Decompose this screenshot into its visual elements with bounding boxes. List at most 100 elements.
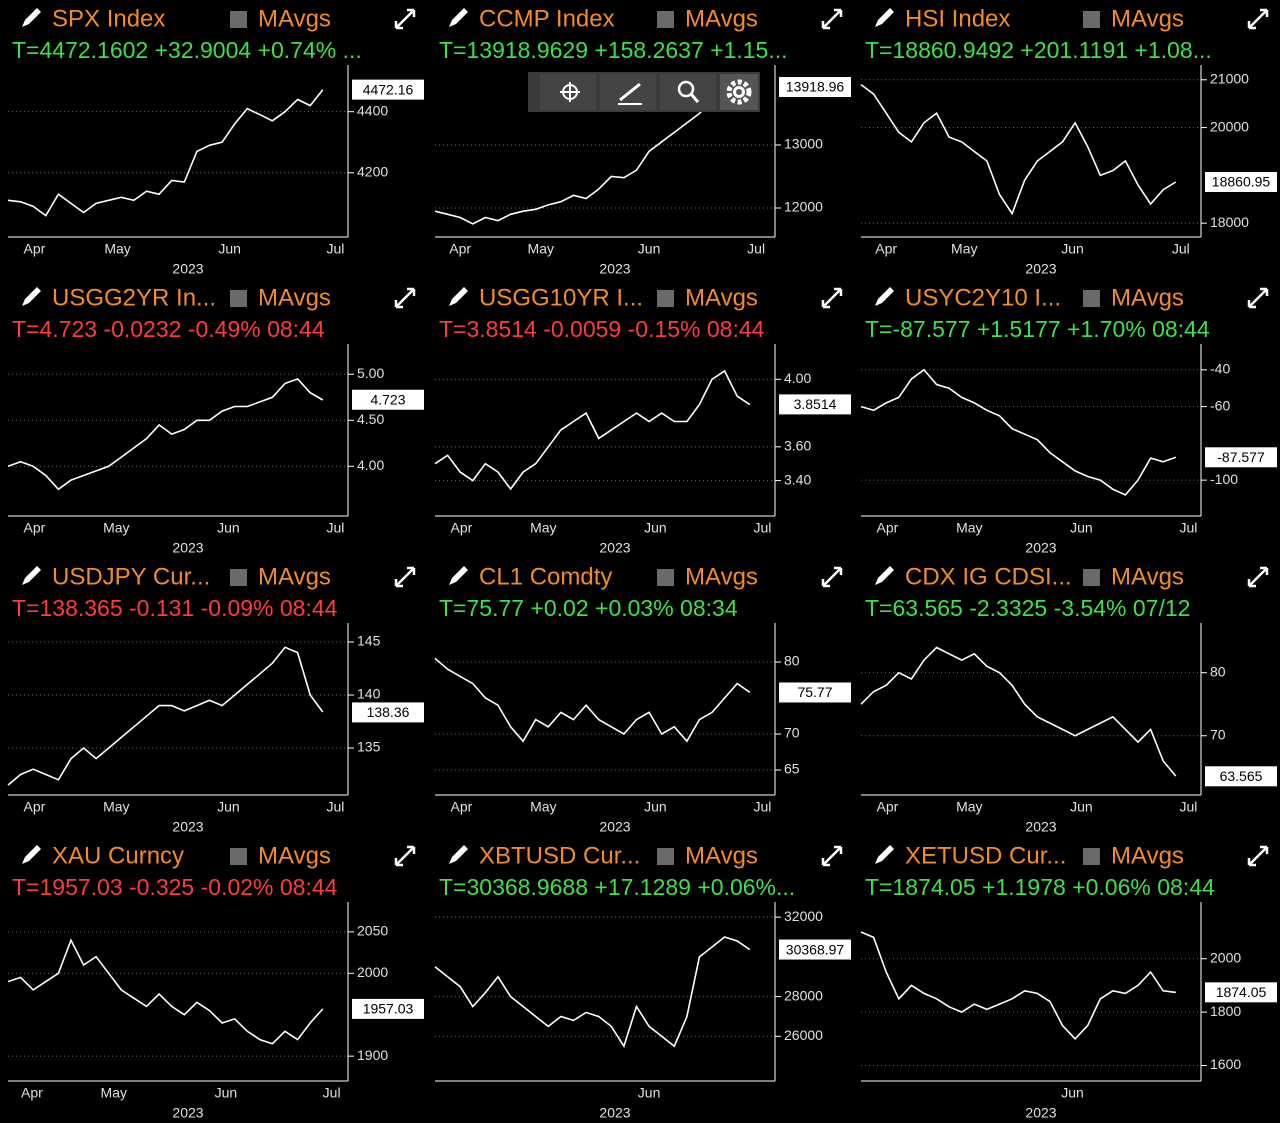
- last-price-label: -87.577: [1217, 449, 1265, 465]
- edit-icon[interactable]: [449, 566, 468, 585]
- price-line: [7, 377, 324, 491]
- y-tick-label: 80: [784, 653, 800, 669]
- x-tick-label: Apr: [451, 799, 473, 815]
- edit-icon[interactable]: [449, 8, 468, 27]
- x-tick-label: May: [956, 799, 982, 815]
- mavgs-label: MAvgs: [258, 5, 331, 32]
- edit-icon[interactable]: [22, 287, 41, 306]
- quote-line: T=1874.05 +1.1978 +0.06% 08:44: [865, 874, 1215, 900]
- mavgs-label: MAvgs: [685, 563, 758, 590]
- chart-panel: USYC2Y10 I... MAvgs T=-87.577 +1.5177 +1.7…: [860, 284, 1277, 556]
- y-tick-label: 4400: [357, 102, 388, 118]
- edit-icon[interactable]: [22, 566, 41, 585]
- mavgs-checkbox[interactable]: [657, 11, 674, 28]
- y-tick-label: 13000: [784, 136, 823, 152]
- expand-icon[interactable]: [1247, 287, 1269, 309]
- x-tick-label: Apr: [877, 799, 899, 815]
- expand-icon[interactable]: [1247, 845, 1269, 867]
- mavgs-checkbox[interactable]: [1083, 848, 1100, 865]
- mavgs-checkbox[interactable]: [1083, 569, 1100, 586]
- expand-icon[interactable]: [821, 287, 843, 309]
- chart-panel: CL1 Comdty MAvgs T=75.77 +0.02 +0.03% 08:3…: [434, 563, 851, 835]
- y-tick-label: 4.00: [784, 370, 811, 386]
- edit-icon[interactable]: [449, 845, 468, 864]
- x-axis-label: 2023: [172, 819, 203, 835]
- x-tick-label: Jul: [1179, 520, 1197, 536]
- quote-line: T=75.77 +0.02 +0.03% 08:34: [439, 595, 738, 621]
- x-tick-label: Jun: [217, 520, 240, 536]
- y-tick-label: -60: [1210, 397, 1230, 413]
- expand-icon[interactable]: [821, 566, 843, 588]
- last-price-box: [1205, 171, 1277, 192]
- y-tick-label: 70: [1210, 726, 1226, 742]
- edit-icon[interactable]: [875, 8, 894, 27]
- y-tick-label: 2000: [1210, 949, 1241, 965]
- expand-icon[interactable]: [1247, 8, 1269, 30]
- settings-button[interactable]: [720, 74, 758, 110]
- chart-panel: USGG10YR I... MAvgs T=3.8514 -0.0059 -0.15…: [434, 284, 851, 556]
- draw-button[interactable]: [600, 74, 656, 110]
- x-tick-label: Apr: [24, 520, 46, 536]
- expand-icon[interactable]: [394, 287, 416, 309]
- y-tick-label: 5.00: [357, 365, 384, 381]
- mavgs-label: MAvgs: [1111, 284, 1184, 311]
- ticker-title: CCMP Index: [479, 5, 615, 32]
- x-tick-label: Jun: [638, 241, 661, 257]
- x-tick-label: May: [103, 520, 129, 536]
- y-tick-label: 2050: [357, 923, 388, 939]
- mavgs-label: MAvgs: [1111, 563, 1184, 590]
- mavgs-checkbox[interactable]: [230, 290, 247, 307]
- last-price-label: 13918.96: [786, 79, 845, 95]
- mavgs-checkbox[interactable]: [657, 848, 674, 865]
- ticker-title: USYC2Y10 I...: [905, 284, 1061, 311]
- mavgs-checkbox[interactable]: [230, 569, 247, 586]
- expand-icon[interactable]: [821, 8, 843, 30]
- last-price-box: [1205, 766, 1277, 787]
- edit-icon[interactable]: [22, 845, 41, 864]
- expand-icon[interactable]: [394, 566, 416, 588]
- chart-panel: XETUSD Cur... MAvgs T=1874.05 +1.1978 +0.0…: [860, 842, 1277, 1121]
- x-axis-label: 2023: [1025, 1105, 1056, 1121]
- edit-icon[interactable]: [875, 566, 894, 585]
- mavgs-checkbox[interactable]: [657, 569, 674, 586]
- x-tick-label: Jul: [1179, 799, 1197, 815]
- mavgs-checkbox[interactable]: [1083, 290, 1100, 307]
- x-axis-label: 2023: [599, 1105, 630, 1121]
- chart-panel: USGG2YR In... MAvgs T=4.723 -0.0232 -0.49%…: [7, 284, 424, 556]
- expand-icon[interactable]: [821, 845, 843, 867]
- x-tick-label: May: [530, 520, 556, 536]
- x-tick-label: Jun: [1070, 799, 1093, 815]
- last-price-label: 138.36: [367, 704, 410, 720]
- y-tick-label: 1900: [357, 1047, 388, 1063]
- x-tick-label: Jun: [1061, 241, 1084, 257]
- x-tick-label: Jun: [217, 799, 240, 815]
- x-tick-label: May: [101, 1085, 127, 1101]
- edit-icon[interactable]: [875, 845, 894, 864]
- chart-panel: CCMP Index MAvgs T=13918.9629 +158.2637 +1…: [434, 5, 851, 277]
- y-tick-label: 140: [357, 686, 381, 702]
- expand-icon[interactable]: [394, 845, 416, 867]
- x-tick-label: Jun: [1061, 1085, 1084, 1101]
- price-line: [860, 83, 1177, 216]
- price-line: [860, 646, 1177, 777]
- crosshair-button[interactable]: [540, 74, 596, 110]
- edit-icon[interactable]: [449, 287, 468, 306]
- edit-icon[interactable]: [22, 8, 41, 27]
- zoom-button[interactable]: [660, 74, 716, 110]
- mavgs-checkbox[interactable]: [657, 290, 674, 307]
- edit-icon[interactable]: [875, 287, 894, 306]
- x-axis-label: 2023: [172, 261, 203, 277]
- y-tick-label: 135: [357, 739, 381, 755]
- last-price-box: [779, 682, 851, 703]
- ticker-title: USGG10YR I...: [479, 284, 643, 311]
- mavgs-checkbox[interactable]: [230, 848, 247, 865]
- x-axis-label: 2023: [599, 540, 630, 556]
- ticker-title: XAU Curncy: [52, 842, 184, 869]
- x-tick-label: Jun: [218, 241, 241, 257]
- y-tick-label: 2000: [357, 964, 388, 980]
- mavgs-checkbox[interactable]: [1083, 11, 1100, 28]
- expand-icon[interactable]: [1247, 566, 1269, 588]
- mavgs-checkbox[interactable]: [230, 11, 247, 28]
- last-price-label: 63.565: [1220, 768, 1263, 784]
- expand-icon[interactable]: [394, 8, 416, 30]
